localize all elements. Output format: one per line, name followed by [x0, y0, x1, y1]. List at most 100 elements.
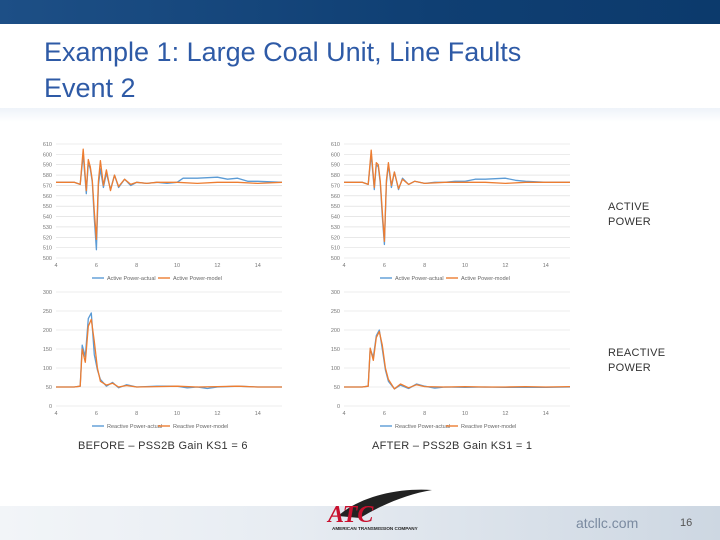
logo-swoosh [338, 489, 432, 518]
legend-label: Active Power-model [173, 276, 222, 282]
series-line-model [344, 330, 571, 390]
legend-label: Reactive Power-actual [395, 424, 450, 430]
x-tick-label: 8 [423, 411, 426, 417]
x-tick-label: 12 [214, 263, 220, 269]
logo-text: ATC [326, 502, 374, 528]
reactive-power-label-line2: POWER [608, 362, 652, 374]
title-line-1: Example 1: Large Coal Unit, Line Faults [44, 37, 522, 67]
y-tick-label: 610 [331, 142, 340, 148]
x-tick-label: 4 [342, 411, 345, 417]
y-tick-label: 580 [43, 173, 52, 179]
caption-after: AFTER – PSS2B Gain KS1 = 1 [372, 440, 533, 452]
x-tick-label: 8 [135, 263, 138, 269]
x-tick-label: 4 [54, 411, 57, 417]
x-tick-label: 6 [383, 411, 386, 417]
series-line-actual [344, 329, 571, 390]
y-tick-label: 200 [43, 328, 52, 334]
active-power-label: ACTIVE POWER [608, 200, 651, 230]
y-tick-label: 590 [331, 163, 340, 169]
reactive-power-label-line1: REACTIVE [608, 347, 666, 359]
y-tick-label: 150 [331, 347, 340, 353]
active-power-label-line1: ACTIVE [608, 201, 650, 213]
x-tick-label: 4 [54, 263, 57, 269]
caption-before: BEFORE – PSS2B Gain KS1 = 6 [78, 440, 248, 452]
y-tick-label: 530 [331, 225, 340, 231]
legend-label: Reactive Power-model [173, 424, 228, 430]
x-tick-label: 10 [174, 263, 180, 269]
legend-label: Active Power-model [461, 276, 510, 282]
y-tick-label: 50 [46, 385, 52, 391]
y-tick-label: 560 [43, 194, 52, 200]
y-tick-label: 300 [43, 290, 52, 296]
x-tick-label: 14 [255, 411, 261, 417]
chart-active-after: 500 510 520 530 540 550 560 570 580 590 600 610 4 6 8 1… [331, 142, 570, 282]
x-tick-label: 6 [95, 263, 98, 269]
x-tick-label: 14 [255, 263, 261, 269]
y-tick-label: 0 [49, 404, 52, 410]
y-tick-label: 510 [43, 246, 52, 252]
active-power-label-line2: POWER [608, 216, 652, 228]
x-tick-label: 12 [502, 411, 508, 417]
x-tick-label: 10 [174, 411, 180, 417]
y-tick-label: 570 [331, 183, 340, 189]
slide-title: Example 1: Large Coal Unit, Line Faults … [44, 34, 684, 106]
legend-label: Reactive Power-model [461, 424, 516, 430]
y-tick-label: 100 [331, 366, 340, 372]
series-line-model [344, 149, 570, 243]
legend-label: Active Power-actual [395, 276, 444, 282]
x-tick-label: 8 [423, 263, 426, 269]
x-tick-label: 8 [135, 411, 138, 417]
title-line-2: Event 2 [44, 73, 136, 103]
y-tick-label: 550 [43, 204, 52, 210]
y-tick-label: 250 [43, 309, 52, 315]
logo-subtext: AMERICAN TRANSMISSION COMPANY [332, 526, 418, 531]
y-tick-label: 570 [43, 183, 52, 189]
y-tick-label: 200 [331, 328, 340, 334]
y-tick-label: 520 [331, 235, 340, 241]
y-tick-label: 540 [331, 215, 340, 221]
y-tick-label: 250 [331, 309, 340, 315]
chart-active-before: 500 510 520 530 540 550 560 570 580 590 600 610 4 6 8 1… [43, 142, 283, 282]
y-tick-label: 50 [334, 385, 340, 391]
y-tick-label: 300 [331, 290, 340, 296]
series-line-actual [56, 312, 282, 390]
x-tick-label: 10 [462, 263, 468, 269]
y-tick-label: 510 [331, 246, 340, 252]
atc-logo: ATC AMERICAN TRANSMISSION COMPANY [326, 489, 432, 531]
y-tick-label: 150 [43, 347, 52, 353]
y-tick-label: 590 [43, 163, 52, 169]
legend-label: Reactive Power-actual [107, 424, 162, 430]
series-line-actual [56, 153, 283, 251]
y-tick-label: 530 [43, 225, 52, 231]
y-tick-label: 0 [337, 404, 340, 410]
x-tick-label: 14 [543, 411, 549, 417]
x-tick-label: 6 [383, 263, 386, 269]
page-number: 16 [680, 517, 693, 529]
x-tick-label: 6 [95, 411, 98, 417]
y-tick-label: 550 [331, 204, 340, 210]
y-tick-label: 600 [331, 152, 340, 158]
y-tick-label: 540 [43, 215, 52, 221]
x-tick-label: 12 [502, 263, 508, 269]
y-tick-label: 560 [331, 194, 340, 200]
y-tick-label: 100 [43, 366, 52, 372]
series-line-actual [344, 153, 570, 246]
x-tick-label: 14 [543, 263, 549, 269]
x-tick-label: 4 [342, 263, 345, 269]
series-line-model [56, 148, 283, 240]
series-line-model [56, 318, 282, 388]
header-divider [0, 108, 720, 122]
reactive-power-label: REACTIVE POWER [608, 346, 665, 376]
website-link[interactable]: atcllc.com [576, 515, 639, 531]
y-tick-label: 500 [331, 256, 340, 262]
chart-reactive-after: 0 50 100 150 200 250 300 4 6 8 10 12 14 Reactive Powe… [331, 290, 571, 430]
header-bar [0, 0, 720, 24]
y-tick-label: 610 [43, 142, 52, 148]
chart-reactive-before: 0 50 100 150 200 250 300 4 6 8 10 12 14 Reactive Powe… [43, 290, 282, 430]
x-tick-label: 10 [462, 411, 468, 417]
y-tick-label: 580 [331, 173, 340, 179]
y-tick-label: 520 [43, 235, 52, 241]
legend-label: Active Power-actual [107, 276, 156, 282]
x-tick-label: 12 [214, 411, 220, 417]
y-tick-label: 500 [43, 256, 52, 262]
